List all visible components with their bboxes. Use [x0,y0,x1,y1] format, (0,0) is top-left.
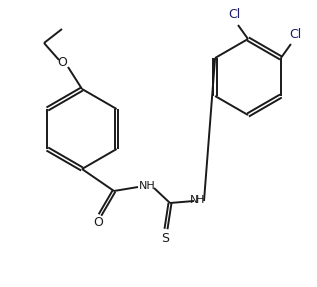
Text: Cl: Cl [228,9,240,22]
Text: O: O [93,216,103,230]
Text: S: S [161,232,169,245]
Text: N: N [190,195,198,205]
Text: Cl: Cl [289,28,301,40]
Text: H: H [196,195,204,205]
Text: O: O [57,57,67,69]
Text: NH: NH [139,181,155,191]
